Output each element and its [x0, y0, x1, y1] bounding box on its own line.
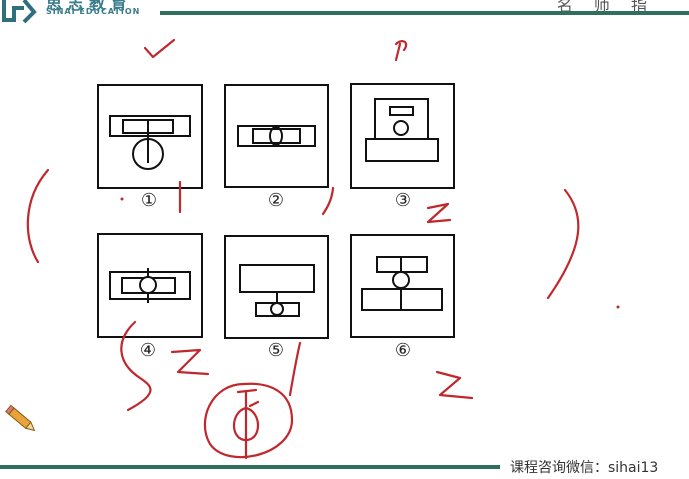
- figure-label-6: ⑥: [394, 340, 412, 361]
- figure-4: [97, 233, 203, 338]
- footer-contact: 课程咨询微信：sihai13: [510, 460, 659, 476]
- figure-label-4: ④: [139, 340, 157, 361]
- dot-mark: [616, 305, 620, 309]
- brand-logo: 思 志 教 育 SINAI EDUCATION: [0, 0, 160, 24]
- figure-label-1: ①: [140, 190, 158, 211]
- figure-6: [350, 234, 455, 338]
- checkmark-annotation: [143, 38, 176, 59]
- figure-5: [224, 235, 329, 339]
- pencil-icon: [5, 404, 36, 432]
- dot-mark: [120, 197, 124, 201]
- two-annotation-4: [170, 348, 210, 376]
- left-bracket-annotation: [26, 168, 50, 264]
- circle-inner-loop: [232, 406, 260, 442]
- brand-subtitle: SINAI EDUCATION: [46, 7, 141, 16]
- figure-label-3: ③: [394, 190, 412, 211]
- logo-icon: [2, 0, 37, 24]
- circle-top-stroke: [236, 388, 258, 394]
- figure-2: [224, 84, 329, 188]
- tick-5: [288, 341, 302, 397]
- tick-2: [321, 186, 335, 216]
- right-bracket-annotation: [546, 188, 580, 300]
- annotation-4-bracket: [120, 320, 152, 412]
- figure-label-5: ⑤: [267, 340, 285, 361]
- circle-small-stroke: [248, 400, 260, 408]
- annotation-mark-3: [394, 40, 408, 62]
- figure-label-2: ②: [267, 190, 285, 211]
- circle-annotation: [203, 382, 294, 459]
- figure-1: [97, 84, 203, 189]
- brand-name: 思 志 教 育: [46, 0, 127, 13]
- handwritten-annotations: [26, 38, 580, 460]
- figure-3: [350, 83, 455, 189]
- two-annotation-3: [426, 202, 452, 224]
- two-annotation-6: [435, 370, 474, 400]
